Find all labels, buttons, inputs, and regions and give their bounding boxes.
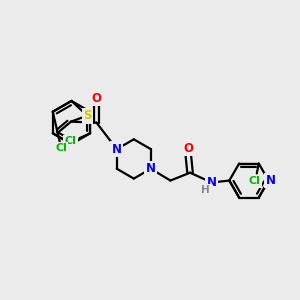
Text: N: N <box>207 176 217 189</box>
Text: N: N <box>112 142 122 156</box>
Text: Cl: Cl <box>64 136 76 146</box>
Text: N: N <box>146 162 156 175</box>
Text: Cl: Cl <box>55 143 67 153</box>
Text: Cl: Cl <box>249 176 261 186</box>
Text: S: S <box>83 109 92 122</box>
Text: O: O <box>92 92 101 105</box>
Text: N: N <box>266 174 275 187</box>
Text: O: O <box>183 142 193 155</box>
Text: H: H <box>201 185 210 195</box>
